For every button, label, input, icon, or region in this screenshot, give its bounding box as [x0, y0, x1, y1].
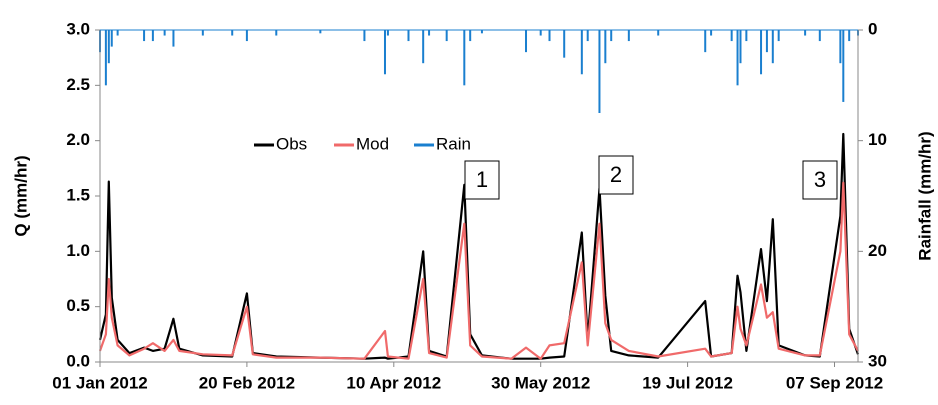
y-tick-label: 2.0 — [66, 130, 90, 149]
rain-bar — [163, 30, 166, 36]
rain-bar — [739, 30, 742, 64]
annotation: 2 — [610, 162, 622, 187]
rain-bar — [363, 30, 366, 42]
rain-bar — [580, 30, 583, 75]
annotation: 1 — [476, 167, 488, 192]
rain-bar — [736, 30, 739, 86]
y2-axis-title: Rainfall (mm/hr) — [915, 131, 934, 260]
legend-label: Obs — [276, 134, 307, 153]
rain-bar — [386, 30, 389, 36]
rain-bar — [469, 30, 472, 42]
y2-tick-label: 10 — [868, 130, 887, 149]
rain-bar — [116, 30, 119, 36]
x-tick-label: 19 Jul 2012 — [642, 373, 733, 392]
y-tick-label: 2.5 — [66, 75, 90, 94]
rain-bar — [842, 30, 845, 102]
rain-bar — [428, 30, 431, 36]
rain-bar — [539, 30, 542, 36]
rain-bar — [627, 30, 630, 42]
rain-bar — [201, 30, 204, 36]
rain-bar — [604, 30, 607, 64]
rain-bar — [548, 30, 551, 42]
annotation-box — [464, 160, 500, 200]
rain-bar — [586, 30, 589, 42]
x-tick-label: 30 May 2012 — [491, 373, 590, 392]
rain-bar — [463, 30, 466, 86]
y-tick-label: 0.0 — [66, 351, 90, 370]
rain-bar — [745, 30, 748, 42]
annotation-box — [598, 155, 634, 195]
series-line — [98, 181, 859, 360]
rain-bar — [407, 30, 410, 42]
rain-bar — [598, 30, 601, 113]
rain-bar — [848, 30, 851, 42]
rain-bar — [422, 30, 425, 64]
x-tick-label: 10 Apr 2012 — [346, 373, 441, 392]
rain-bar — [110, 30, 113, 47]
rain-bar — [172, 30, 175, 47]
y-tick-label: 1.5 — [66, 185, 90, 204]
y2-tick-label: 20 — [868, 241, 887, 260]
rain-bar — [525, 30, 528, 53]
rain-bar — [760, 30, 763, 75]
rain-bar — [143, 30, 146, 42]
legend-label: Mod — [356, 134, 389, 153]
rain-bar — [231, 30, 234, 36]
rain-bar — [275, 30, 278, 36]
y-axis-title: Q (mm/hr) — [11, 155, 30, 236]
rain-bar — [657, 30, 660, 36]
y-tick-label: 3.0 — [66, 19, 90, 38]
rain-bar — [771, 30, 774, 64]
rain-bar — [107, 30, 110, 64]
rain-bar — [383, 30, 386, 75]
rain-bar — [730, 30, 733, 42]
rain-bar — [104, 30, 107, 86]
rain-bar — [610, 30, 613, 42]
x-tick-label: 20 Feb 2012 — [199, 373, 295, 392]
rain-bar — [563, 30, 566, 58]
annotation: 3 — [814, 167, 826, 192]
rain-bar — [804, 30, 807, 36]
x-tick-label: 07 Sep 2012 — [786, 373, 883, 392]
rain-bar — [445, 30, 448, 42]
rain-bar — [151, 30, 154, 42]
y2-tick-label: 0 — [868, 19, 877, 38]
y2-tick-label: 30 — [868, 351, 887, 370]
rain-bar — [765, 30, 768, 53]
rain-bar — [710, 30, 713, 36]
rain-bar — [704, 30, 707, 53]
annotation-box — [802, 160, 838, 200]
y-tick-label: 0.5 — [66, 296, 90, 315]
x-tick-label: 01 Jan 2012 — [52, 373, 147, 392]
rain-bar — [319, 30, 322, 34]
rain-bar — [777, 30, 780, 42]
rain-bar — [245, 30, 248, 42]
rain-bar — [818, 30, 821, 42]
rain-bar — [480, 30, 483, 34]
y-tick-label: 1.0 — [66, 241, 90, 260]
legend-label: Rain — [436, 134, 471, 153]
rain-bar — [839, 30, 842, 64]
